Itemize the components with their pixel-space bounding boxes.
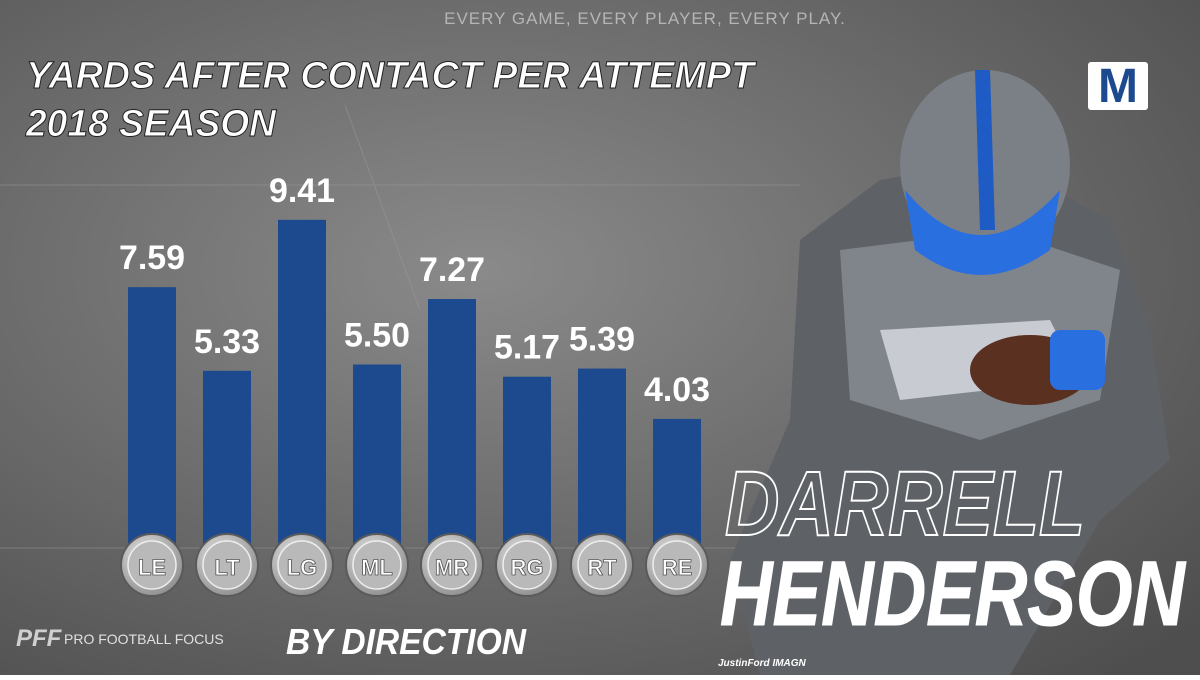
x-tick-label: RE (662, 555, 693, 580)
player-photo (730, 70, 1170, 675)
value-label: 5.17 (494, 329, 560, 367)
category-button-inner (127, 540, 177, 590)
x-tick-label: MR (435, 555, 469, 580)
x-tick-label: LT (214, 555, 240, 580)
x-tick-label: RT (587, 555, 617, 580)
chart-title: YARDS AFTER CONTACT PER ATTEMPT (26, 55, 757, 97)
value-label: 7.59 (119, 239, 185, 277)
chart-subtitle: 2018 SEASON (25, 103, 277, 145)
bar (128, 287, 176, 568)
value-label: 5.50 (344, 317, 410, 355)
value-label: 4.03 (644, 371, 710, 409)
value-label: 5.33 (194, 323, 260, 361)
x-axis-label: BY DIRECTION (286, 621, 527, 662)
category-button-inner (277, 540, 327, 590)
brand-logo: PFF (16, 625, 63, 652)
value-label: 7.27 (419, 251, 485, 289)
photo-credit: JustinFord IMAGN (718, 658, 807, 669)
category-button-inner (652, 540, 702, 590)
bar (278, 219, 326, 568)
category-button-inner (502, 540, 552, 590)
brand-name: PRO FOOTBALL FOCUS (64, 631, 224, 647)
category-button-inner (352, 540, 402, 590)
category-button-inner (202, 540, 252, 590)
x-tick-label: RG (511, 555, 544, 580)
player-last-name: HENDERSON (720, 543, 1187, 645)
value-label: 9.41 (269, 172, 335, 210)
x-tick-label: LG (287, 555, 318, 580)
category-button-inner (577, 540, 627, 590)
x-tick-label: ML (361, 555, 393, 580)
bar (428, 299, 476, 568)
value-label: 5.39 (569, 321, 635, 359)
team-logo: M (1088, 60, 1148, 113)
player-first-name: DARRELL (725, 453, 1085, 555)
team-logo-text: M (1098, 60, 1138, 113)
tagline: EVERY GAME, EVERY PLAYER, EVERY PLAY. (444, 9, 846, 28)
x-tick-label: LE (138, 555, 166, 580)
category-button-inner (427, 540, 477, 590)
